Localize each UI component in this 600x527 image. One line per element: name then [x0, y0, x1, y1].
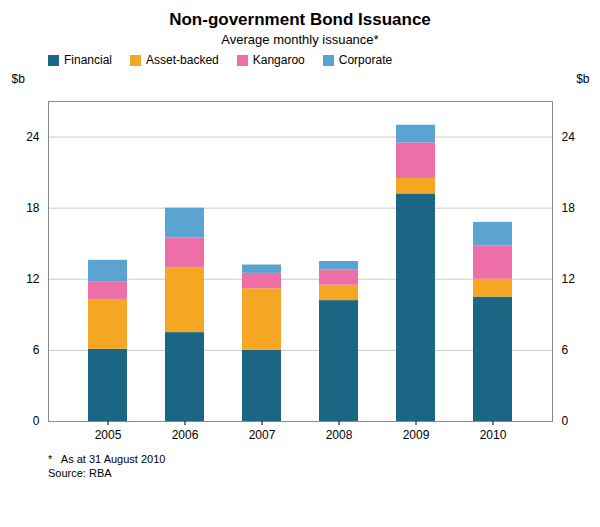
svg-text:18: 18 — [562, 201, 576, 215]
svg-text:$b: $b — [576, 72, 590, 86]
svg-text:2005: 2005 — [95, 428, 122, 442]
html-text:Non-government Bond Issuance: Non-government Bond Issuance — [169, 10, 431, 29]
svg-text:12: 12 — [26, 272, 40, 286]
svg-text:2008: 2008 — [326, 428, 353, 442]
svg-text:0: 0 — [562, 414, 569, 428]
svg-text:24: 24 — [562, 130, 576, 144]
svg-text:12: 12 — [562, 272, 576, 286]
html-text:Source: RBA: Source: RBA — [48, 467, 112, 479]
svg-text:6: 6 — [562, 343, 569, 357]
svg-text:6: 6 — [33, 343, 40, 357]
svg-text:2010: 2010 — [480, 428, 507, 442]
html-text:Average monthly issuance*: Average monthly issuance* — [221, 32, 379, 47]
svg-text:2006: 2006 — [172, 428, 199, 442]
svg-text:2009: 2009 — [403, 428, 430, 442]
svg-text:24: 24 — [26, 130, 40, 144]
html-text:Kangaroo: Kangaroo — [252, 53, 305, 67]
html-text:Asset-backed: Asset-backed — [146, 53, 219, 67]
svg-text:2007: 2007 — [249, 428, 276, 442]
html-text:* As at 31 August 2010: * As at 31 August 2010 — [48, 453, 166, 465]
html-text:Corporate: Corporate — [338, 53, 393, 67]
html-text:Financial: Financial — [64, 53, 112, 67]
svg-text:$b: $b — [12, 72, 26, 86]
svg-text:18: 18 — [26, 201, 40, 215]
svg-text:0: 0 — [33, 414, 40, 428]
